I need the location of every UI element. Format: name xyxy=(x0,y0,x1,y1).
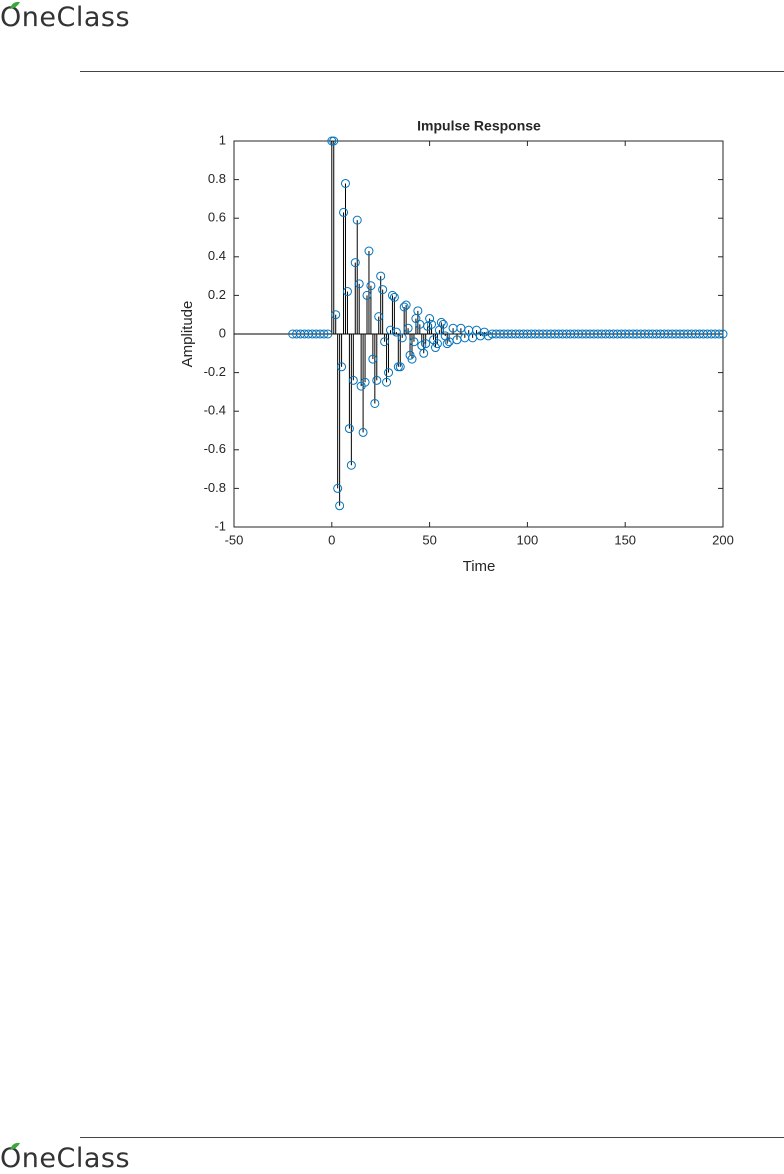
logo-text: OneClass xyxy=(0,1143,131,1174)
stem-marker xyxy=(346,460,356,470)
y-tick-label: -0.6 xyxy=(204,441,226,456)
stem-marker xyxy=(364,246,374,256)
stem-marker xyxy=(360,377,370,387)
y-tick-label: 0 xyxy=(219,325,226,340)
x-tick-label: 100 xyxy=(517,532,539,547)
stem-marker xyxy=(442,339,452,349)
stem-marker xyxy=(370,398,380,408)
stem-marker xyxy=(403,323,413,333)
stem-marker xyxy=(376,271,386,281)
x-tick-label: 50 xyxy=(422,532,436,547)
stem-marker xyxy=(395,362,405,372)
logo-leaf xyxy=(10,1,20,9)
chart: Impulse Response Time Amplitude -1 -0.8 -0… xyxy=(179,118,734,575)
stem-marker xyxy=(413,306,423,316)
y-tick-label: 0.6 xyxy=(208,210,226,225)
stem-marker xyxy=(337,362,347,372)
stem-marker xyxy=(385,325,395,335)
stem-marker xyxy=(421,339,431,349)
logo-leaf xyxy=(10,1142,20,1150)
y-tick-label: 0.8 xyxy=(208,171,226,186)
y-tick-label: 0.4 xyxy=(208,248,226,263)
stem-marker xyxy=(382,377,392,387)
stem-marker xyxy=(368,354,378,364)
stem-marker xyxy=(387,290,397,300)
stem-marker xyxy=(358,427,368,437)
stem-marker xyxy=(397,333,407,343)
stem-marker xyxy=(348,375,358,385)
stem-marker xyxy=(350,258,360,268)
stem-marker xyxy=(436,317,446,327)
stem-marker xyxy=(427,319,437,329)
stem-marker xyxy=(340,178,350,188)
stem-marker xyxy=(714,329,724,339)
stem-marker xyxy=(333,483,343,493)
stem-marker xyxy=(718,329,728,339)
footer-rule xyxy=(80,1137,784,1138)
stem-marker xyxy=(374,312,384,322)
stem-marker xyxy=(401,300,411,310)
header-rule xyxy=(80,71,784,72)
y-tick-label: -0.2 xyxy=(204,364,226,379)
stem-marker xyxy=(419,348,429,358)
x-tick-label: 150 xyxy=(614,532,636,547)
x-tick-label: 0 xyxy=(328,532,335,547)
stem-marker xyxy=(389,292,399,302)
stem-marker xyxy=(432,339,442,349)
y-tick-label: -0.4 xyxy=(204,403,226,418)
x-tick-label: -50 xyxy=(225,532,244,547)
stem-marker xyxy=(352,215,362,225)
x-tick-label: 200 xyxy=(712,532,734,547)
stem-marker xyxy=(380,337,390,347)
y-tick-label: 0.2 xyxy=(208,287,226,302)
stem-marker xyxy=(342,287,352,297)
stem-marker xyxy=(335,501,345,511)
chart-title: Impulse Response xyxy=(417,118,541,134)
stem-marker xyxy=(323,329,333,339)
stem-marker xyxy=(331,310,341,320)
stem-marker xyxy=(339,207,349,217)
logo: OneClass xyxy=(0,2,130,33)
stem-marker xyxy=(329,136,339,146)
stem-marker xyxy=(425,314,435,324)
stem-marker xyxy=(378,285,388,295)
stem-marker xyxy=(409,337,419,347)
stem-marker xyxy=(407,354,417,364)
x-axis-label: Time xyxy=(463,558,496,575)
stem-marker xyxy=(344,424,354,434)
logo-text: OneClass xyxy=(0,2,131,33)
stem-marker xyxy=(372,375,382,385)
stem-marker xyxy=(384,368,394,378)
stem-marker xyxy=(438,319,448,329)
y-axis-label: Amplitude xyxy=(179,301,196,368)
logo: OneClass xyxy=(0,1143,130,1174)
y-tick-label: -1 xyxy=(214,518,226,533)
stem-marker xyxy=(366,281,376,291)
y-tick-label: -0.8 xyxy=(204,480,226,495)
stem-marker xyxy=(354,279,364,289)
y-tick-label: 1 xyxy=(219,132,226,147)
stem-marker xyxy=(319,329,329,339)
stem-marker xyxy=(399,302,409,312)
stem-marker xyxy=(362,290,372,300)
stem-marker xyxy=(391,327,401,337)
